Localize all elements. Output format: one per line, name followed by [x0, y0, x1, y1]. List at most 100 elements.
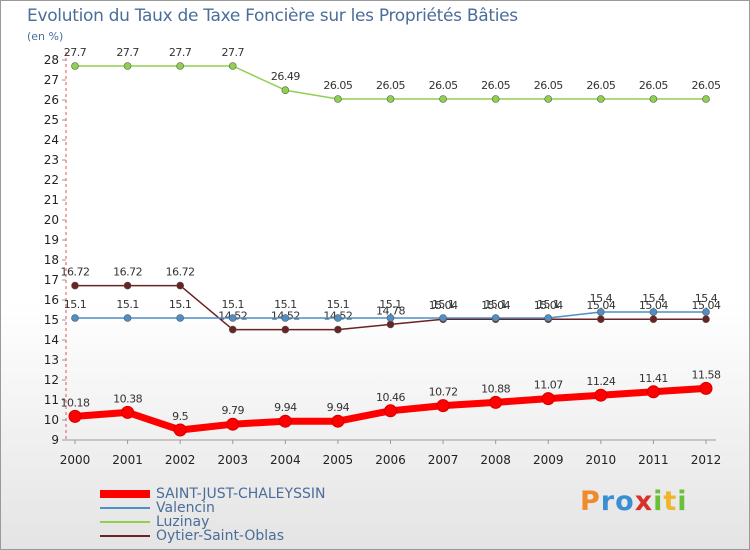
data-label-oytier-saint-oblas: 15.04 [429, 299, 458, 312]
data-point-luzinay [176, 62, 184, 70]
data-label-luzinay: 26.49 [271, 70, 300, 83]
data-point-valencin [439, 314, 447, 322]
legend-item-oytier: Oytier-Saint-Oblas [100, 528, 284, 544]
data-label-luzinay: 27.7 [116, 46, 139, 59]
data-label-valencin: 15.1 [64, 298, 87, 311]
data-label-luzinay: 27.7 [222, 46, 245, 59]
data-point-oytier-saint-oblas [649, 315, 658, 324]
legend-swatch-valencin [100, 507, 150, 509]
data-point-saint-just-chaleyssin [489, 395, 503, 409]
legend-item-saint-just: SAINT-JUST-CHALEYSSIN [100, 486, 325, 502]
data-point-saint-just-chaleyssin [594, 388, 608, 402]
data-label-valencin: 15.1 [274, 298, 297, 311]
data-point-luzinay [597, 95, 605, 103]
data-label-oytier-saint-oblas: 15.04 [534, 299, 563, 312]
x-tick-label: 2012 [691, 453, 722, 467]
data-label-saint-just-chaleyssin: 11.41 [639, 372, 668, 385]
y-tick-label: 12 [44, 373, 59, 387]
data-label-luzinay: 26.05 [534, 79, 563, 92]
data-point-valencin [386, 314, 395, 322]
data-point-oytier-saint-oblas [597, 315, 605, 324]
x-tick-label: 2006 [375, 453, 406, 467]
legend-swatch-luzinay [100, 521, 150, 523]
data-point-saint-just-chaleyssin [541, 392, 555, 406]
y-tick-label: 27 [44, 73, 59, 87]
legend-label-luzinay: Luzinay [156, 514, 210, 530]
y-tick-label: 19 [44, 233, 59, 247]
data-point-luzinay [439, 95, 447, 103]
x-tick-label: 2000 [60, 453, 91, 467]
data-point-luzinay [491, 95, 500, 103]
data-label-valencin: 15.4 [590, 292, 613, 305]
data-point-saint-just-chaleyssin [121, 405, 135, 419]
data-point-valencin [176, 314, 184, 322]
data-label-valencin: 15.4 [695, 292, 718, 305]
data-label-valencin: 15.1 [379, 298, 402, 311]
data-point-valencin [71, 314, 79, 322]
y-tick-label: 23 [44, 153, 59, 167]
data-point-oytier-saint-oblas [176, 281, 184, 290]
data-label-luzinay: 26.05 [376, 79, 405, 92]
y-tick-label: 26 [44, 93, 59, 107]
data-point-luzinay [71, 62, 79, 70]
x-tick-label: 2009 [533, 453, 564, 467]
x-tick-label: 2002 [165, 453, 196, 467]
legend-swatch-saint-just [100, 490, 150, 498]
data-label-saint-just-chaleyssin: 10.18 [61, 396, 90, 409]
data-point-valencin [649, 308, 658, 316]
data-label-saint-just-chaleyssin: 11.24 [586, 375, 615, 388]
data-label-valencin: 15.1 [222, 298, 245, 311]
data-label-oytier-saint-oblas: 16.72 [166, 266, 195, 279]
x-tick-label: 2007 [428, 453, 459, 467]
data-point-luzinay [649, 95, 658, 103]
x-tick-label: 2005 [323, 453, 354, 467]
data-label-saint-just-chaleyssin: 10.38 [113, 392, 142, 405]
data-point-saint-just-chaleyssin [68, 409, 82, 423]
y-tick-label: 22 [44, 173, 59, 187]
data-point-valencin [597, 308, 605, 316]
data-label-saint-just-chaleyssin: 10.46 [376, 391, 405, 404]
legend-label-saint-just: SAINT-JUST-CHALEYSSIN [156, 486, 326, 502]
data-point-luzinay [123, 62, 132, 70]
data-label-luzinay: 26.05 [639, 79, 668, 92]
data-label-valencin: 15.1 [116, 298, 139, 311]
y-tick-label: 15 [44, 313, 59, 327]
data-label-oytier-saint-oblas: 15.04 [639, 299, 668, 312]
data-label-oytier-saint-oblas: 16.72 [113, 266, 142, 279]
data-label-valencin: 15.1 [327, 298, 350, 311]
y-tick-label: 28 [44, 53, 59, 67]
x-tick-label: 2003 [217, 453, 248, 467]
data-point-oytier-saint-oblas [386, 320, 395, 329]
data-point-saint-just-chaleyssin [436, 399, 450, 413]
data-label-saint-just-chaleyssin: 9.5 [172, 410, 188, 423]
data-point-oytier-saint-oblas [334, 325, 342, 334]
data-label-saint-just-chaleyssin: 10.72 [429, 386, 458, 399]
data-point-valencin [702, 308, 710, 316]
x-tick-label: 2011 [638, 453, 669, 467]
data-label-valencin: 15.4 [642, 292, 665, 305]
y-tick-label: 10 [44, 413, 59, 427]
legend-item-luzinay: Luzinay [100, 514, 209, 530]
data-point-oytier-saint-oblas [123, 281, 132, 290]
data-label-luzinay: 26.05 [481, 79, 510, 92]
data-point-valencin [334, 314, 342, 322]
data-label-luzinay: 26.05 [586, 79, 615, 92]
data-point-oytier-saint-oblas [702, 315, 710, 324]
data-label-valencin: 15.1 [169, 298, 192, 311]
data-label-oytier-saint-oblas: 15.04 [692, 299, 721, 312]
x-tick-label: 2004 [270, 453, 301, 467]
data-point-luzinay [281, 86, 290, 94]
data-label-oytier-saint-oblas: 15.04 [586, 299, 615, 312]
y-tick-label: 13 [44, 353, 59, 367]
data-label-saint-just-chaleyssin: 9.94 [274, 401, 297, 414]
data-point-valencin [491, 314, 500, 322]
data-label-oytier-saint-oblas: 14.78 [376, 304, 405, 317]
data-point-saint-just-chaleyssin [699, 381, 713, 395]
data-label-luzinay: 26.05 [323, 79, 352, 92]
data-label-oytier-saint-oblas: 16.72 [61, 266, 90, 279]
y-tick-label: 24 [44, 133, 59, 147]
data-point-valencin [123, 314, 132, 322]
data-point-oytier-saint-oblas [71, 281, 79, 290]
